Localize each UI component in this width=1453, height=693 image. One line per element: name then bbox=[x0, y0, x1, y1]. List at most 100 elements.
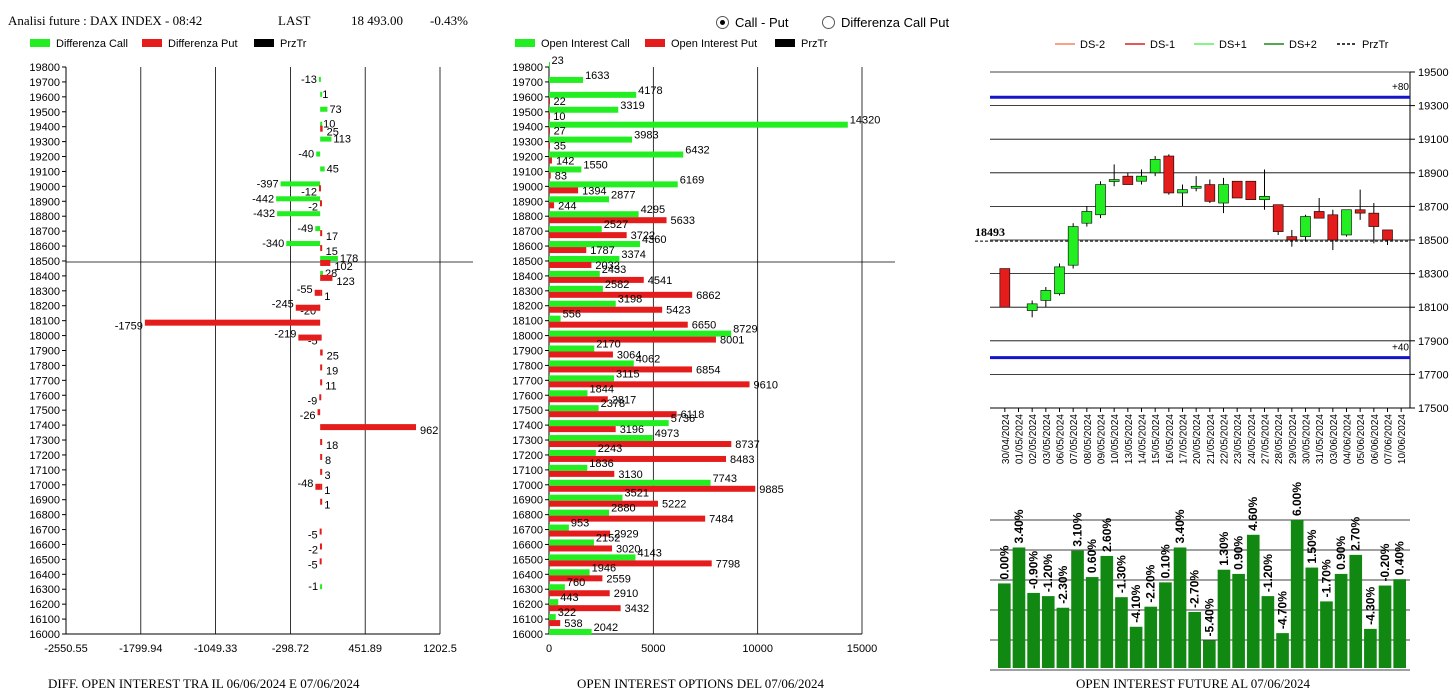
x-tick-label: 31/05/2024 bbox=[1315, 414, 1326, 464]
oi-bar bbox=[1071, 550, 1084, 668]
bar-call bbox=[280, 181, 321, 187]
y-tick-label: 18100 bbox=[512, 316, 543, 328]
bar-put bbox=[549, 336, 716, 343]
bar-put bbox=[320, 259, 331, 266]
bar-put bbox=[549, 426, 616, 433]
bar-label: 7743 bbox=[713, 473, 737, 485]
bar-put bbox=[549, 560, 712, 567]
y-tick-label: 17700 bbox=[1418, 369, 1449, 381]
bar-label: 4143 bbox=[637, 547, 661, 559]
bar-put bbox=[314, 289, 321, 296]
bar-label: 3198 bbox=[618, 294, 642, 306]
candle-body bbox=[1054, 266, 1065, 295]
bar-label: 1946 bbox=[592, 562, 616, 574]
bar-call bbox=[549, 106, 619, 113]
candle-body bbox=[999, 268, 1011, 308]
bar-put bbox=[549, 232, 627, 239]
bar-label: 8 bbox=[325, 455, 331, 467]
x-tick-label: 22/05/2024 bbox=[1220, 414, 1231, 464]
bar-put bbox=[549, 441, 732, 448]
y-tick-label: 17700 bbox=[512, 375, 543, 387]
bar-label: 2527 bbox=[604, 219, 628, 231]
y-tick-label: 19200 bbox=[512, 152, 543, 164]
x-tick-label: 14/05/2024 bbox=[1138, 414, 1149, 464]
x-tick-label: 07/05/2024 bbox=[1069, 414, 1080, 464]
bar-put bbox=[320, 379, 323, 386]
y-tick-label: 17300 bbox=[29, 435, 60, 447]
change-value: -0.43% bbox=[430, 13, 468, 28]
y-tick-label: 18200 bbox=[512, 301, 543, 313]
legend-label: DS-1 bbox=[1150, 39, 1175, 51]
bar-label: 1550 bbox=[583, 159, 607, 171]
bar-call bbox=[549, 76, 584, 83]
y-tick-label: 18400 bbox=[512, 271, 543, 283]
bar-label: -245 bbox=[272, 299, 294, 311]
oi-bar bbox=[1378, 585, 1392, 668]
legend-label: DS-2 bbox=[1080, 39, 1105, 51]
bar-call bbox=[320, 121, 323, 127]
bar-label: 3115 bbox=[616, 368, 640, 380]
oi-bar-label: -4.30% bbox=[1363, 587, 1377, 625]
bar-call bbox=[549, 390, 588, 397]
bar-put bbox=[549, 455, 727, 462]
y-tick-label: 18300 bbox=[512, 286, 543, 298]
radio-call-put[interactable]: Call - Put bbox=[716, 15, 788, 30]
bar-label: 1633 bbox=[585, 70, 609, 82]
y-tick-label: 19100 bbox=[1418, 134, 1449, 146]
bar-label: 35 bbox=[554, 141, 566, 153]
candle-body bbox=[1368, 212, 1380, 227]
oi-bar-label: -1.70% bbox=[1319, 559, 1333, 597]
bar-put bbox=[549, 306, 663, 313]
radio-differenza[interactable]: Differenza Call Put bbox=[822, 15, 949, 30]
bar-label: 22 bbox=[553, 96, 565, 108]
bar-put bbox=[549, 351, 613, 358]
bar-put bbox=[320, 274, 333, 281]
bar-label: 3374 bbox=[621, 249, 645, 261]
bar-call bbox=[276, 196, 321, 202]
oi-bar-label: 4.60% bbox=[1246, 496, 1260, 530]
bar-call bbox=[549, 255, 620, 262]
bar-label: -1 bbox=[308, 581, 318, 593]
bar-label: 244 bbox=[558, 200, 576, 212]
legend-label: PrzTr bbox=[1362, 39, 1389, 51]
y-tick-label: 19700 bbox=[29, 77, 60, 89]
bar-label: 8737 bbox=[735, 439, 759, 451]
x-tick-label: 20/05/2024 bbox=[1192, 414, 1203, 464]
bar-put bbox=[549, 515, 706, 522]
y-tick-label: 17200 bbox=[29, 450, 60, 462]
y-tick-label: 19000 bbox=[29, 181, 60, 193]
y-tick-label: 19400 bbox=[29, 122, 60, 134]
legend-swatch bbox=[775, 39, 795, 47]
bar-put bbox=[549, 590, 610, 597]
bar-label: 3130 bbox=[618, 469, 642, 481]
bar-label: 1844 bbox=[589, 383, 613, 395]
bar-label: 123 bbox=[336, 276, 354, 288]
y-tick-label: 18100 bbox=[29, 316, 60, 328]
bar-label: 7798 bbox=[716, 558, 740, 570]
oi-bar bbox=[1144, 606, 1158, 668]
bar-call bbox=[549, 524, 569, 531]
y-tick-label: 18000 bbox=[512, 331, 543, 343]
x-tick-label: -2550.55 bbox=[44, 643, 87, 655]
bar-label: 15 bbox=[326, 246, 338, 258]
bar-call bbox=[549, 420, 669, 427]
bar-label: 3 bbox=[324, 470, 330, 482]
oi-bar bbox=[1393, 579, 1406, 668]
legend-label: PrzTr bbox=[280, 38, 307, 50]
x-tick-label: 03/06/2024 bbox=[1329, 414, 1340, 464]
legend-swatch bbox=[254, 39, 274, 47]
bar-label: -340 bbox=[262, 238, 284, 250]
bar-put bbox=[549, 217, 667, 224]
y-tick-label: 16900 bbox=[512, 495, 543, 507]
oi-bar-label: 2.70% bbox=[1349, 517, 1363, 551]
bar-put bbox=[549, 575, 603, 582]
legend-label: PrzTr bbox=[801, 38, 828, 50]
bar-label: 19 bbox=[326, 365, 338, 377]
bar-call bbox=[549, 435, 653, 442]
bar-call bbox=[549, 449, 596, 456]
bar-call bbox=[549, 226, 602, 233]
x-tick-label: 13/05/2024 bbox=[1124, 414, 1135, 464]
bar-label: 8483 bbox=[730, 454, 754, 466]
candle-body bbox=[1081, 211, 1093, 224]
bar-label: 18 bbox=[326, 440, 338, 452]
